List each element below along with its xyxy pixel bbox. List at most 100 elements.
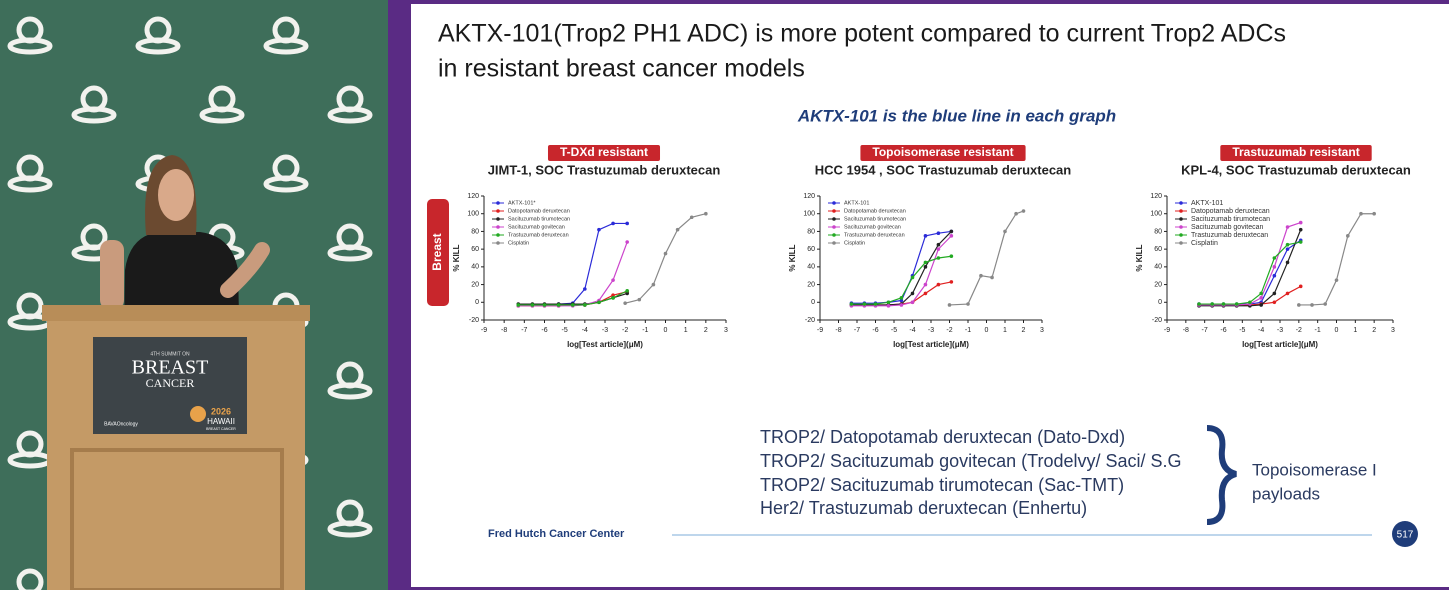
x-tick-label: -2 [622, 327, 628, 334]
x-tick-label: -7 [854, 327, 860, 334]
data-point [966, 302, 970, 306]
legend-dot [1179, 241, 1183, 245]
sign-place: HAWAII [207, 417, 235, 426]
legend-dot [832, 209, 836, 213]
chart-title: KPL-4, SOC Trastuzumab deruxtecan [1181, 162, 1411, 177]
data-point [570, 303, 575, 307]
data-point [1259, 303, 1263, 307]
x-tick-label: -3 [928, 327, 934, 334]
data-point [1197, 302, 1201, 306]
legend-label: Sacituzumab govitecan [844, 224, 901, 230]
sign-title: CANCER [146, 376, 195, 390]
data-point [1248, 300, 1252, 305]
data-point [637, 297, 642, 302]
x-tick-label: -6 [541, 327, 547, 334]
legend-label: Sacituzumab govitecan [508, 224, 565, 230]
data-point [1003, 229, 1007, 234]
x-tick-label: -8 [1183, 327, 1189, 334]
data-point [1014, 211, 1018, 216]
data-point [886, 304, 891, 308]
data-point [1285, 247, 1290, 251]
data-point [1234, 302, 1239, 306]
sign-sponsor: BAVAOncology [104, 421, 138, 427]
y-tick-label: 60 [807, 246, 815, 253]
legend-label: Sacituzumab tirumotecan [508, 216, 570, 222]
slide-title: AKTX-101(Trop2 PH1 ADC) is more potent c… [438, 20, 1286, 48]
data-point [1285, 260, 1290, 265]
legend-label: Trastuzumab deruxtecan [508, 232, 569, 238]
sign-edition: 4TH SUMMIT ON [150, 351, 190, 357]
legend-dot [496, 209, 500, 213]
podium-top [42, 305, 310, 321]
data-point [949, 280, 954, 284]
data-point [1285, 225, 1290, 229]
x-tick-label: 2 [1022, 327, 1026, 334]
list-item: Her2/ Trastuzumab deruxtecan (Enhertu) [760, 498, 1087, 518]
data-point [1272, 265, 1277, 269]
podium-sign [93, 337, 247, 434]
footer: Fred Hutch Cancer Center [488, 528, 625, 540]
data-point [623, 301, 627, 305]
data-point [849, 302, 854, 306]
x-tick-label: 2 [1372, 327, 1376, 334]
y-tick-label: 20 [807, 281, 815, 288]
x-tick-label: 1 [1353, 327, 1357, 334]
x-tick-label: -1 [1315, 327, 1321, 334]
data-point [949, 254, 954, 259]
data-point [936, 231, 941, 235]
data-point [910, 300, 915, 305]
y-tick-label: 120 [803, 193, 815, 200]
data-point [1297, 303, 1301, 307]
legend-dot [496, 233, 500, 237]
data-point [1285, 242, 1290, 247]
x-tick-label: -4 [582, 327, 588, 334]
speaker-arm [100, 240, 124, 310]
data-point [873, 302, 878, 306]
x-tick-label: 0 [1335, 327, 1339, 334]
x-tick-label: 3 [724, 327, 728, 334]
legend-dot [832, 241, 836, 245]
legend-dot [1179, 209, 1183, 213]
data-point [516, 303, 521, 307]
data-point [1359, 211, 1363, 216]
data-point [936, 242, 941, 247]
data-point [597, 300, 601, 305]
y-axis-label: % KILL [788, 244, 797, 271]
data-point [542, 303, 547, 307]
x-tick-label: -2 [1296, 327, 1302, 334]
data-point [689, 215, 694, 220]
data-point [530, 303, 535, 307]
legend-dot [1179, 201, 1183, 205]
y-tick-label: 80 [807, 228, 815, 235]
y-tick-label: 60 [1154, 246, 1162, 253]
data-point [1210, 302, 1214, 306]
data-point [979, 273, 983, 278]
data-point [899, 298, 904, 303]
x-axis-label: log[Test article](μM) [1242, 340, 1318, 349]
drug-list: TROP2/ Datopotamab deruxtecan (Dato-Dxd)… [760, 427, 1182, 518]
data-point [1323, 302, 1327, 306]
x-tick-label: -4 [909, 327, 915, 334]
legend-label: Trastuzumab deruxtecan [1191, 232, 1268, 239]
legend-label: AKTX-101 [1191, 200, 1223, 207]
legend-label: Cisplatin [508, 240, 529, 246]
data-point [949, 234, 954, 238]
data-point [862, 302, 867, 306]
y-tick-label: 120 [1150, 193, 1162, 200]
y-tick-label: 100 [467, 211, 479, 218]
x-tick-label: -9 [481, 327, 487, 334]
speaker-video: 4TH SUMMIT ON BREAST CANCER BAVAOncology… [0, 0, 388, 590]
legend-dot [832, 225, 836, 229]
x-tick-label: -7 [1202, 327, 1208, 334]
data-point [899, 296, 904, 300]
x-tick-label: -3 [1277, 327, 1283, 334]
x-tick-label: -2 [946, 327, 952, 334]
x-tick-label: -4 [1258, 327, 1264, 334]
data-point [949, 229, 954, 234]
y-tick-label: 0 [1158, 299, 1162, 306]
bracket-label: payloads [1252, 484, 1320, 503]
y-tick-label: 100 [803, 211, 815, 218]
chart-title: HCC 1954 , SOC Trastuzumab deruxtecan [815, 162, 1072, 177]
badge-text: T-DXd resistant [560, 145, 648, 159]
